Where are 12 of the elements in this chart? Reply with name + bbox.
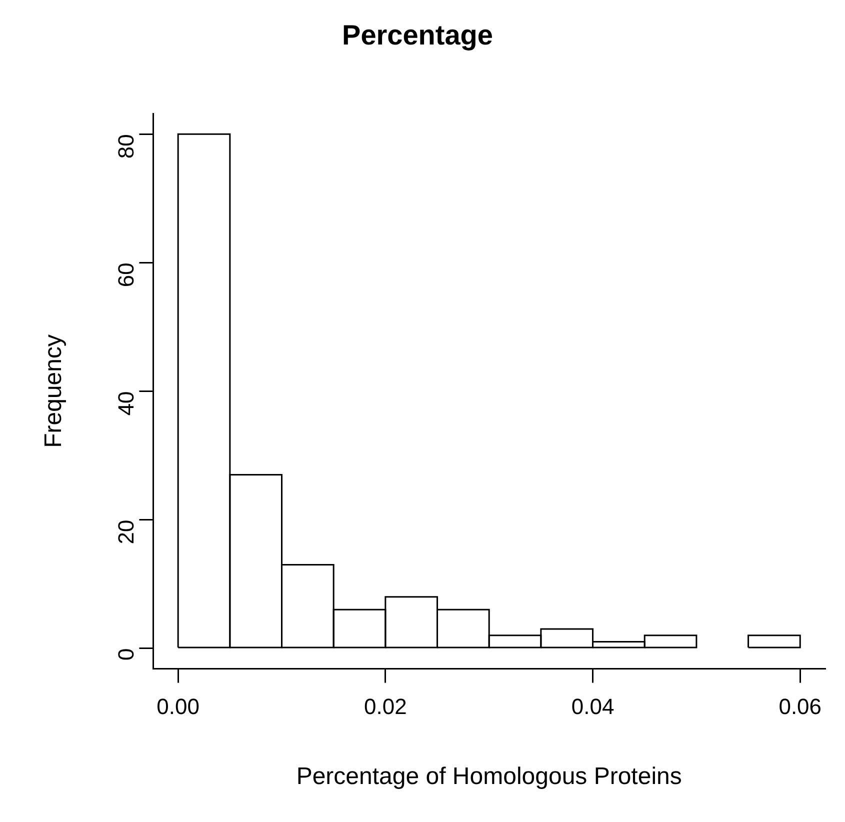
y-tick-label: 40 — [113, 391, 138, 416]
x-tick-label: 0.00 — [156, 694, 200, 720]
x-tick-label: 0.02 — [364, 694, 407, 720]
x-tick-label: 0.06 — [778, 694, 822, 720]
y-axis-title: Frequency — [40, 334, 68, 448]
y-tick-label: 60 — [113, 262, 138, 288]
x-axis-title: Percentage of Homologous Proteins — [296, 763, 682, 790]
y-tick-label: 80 — [113, 134, 138, 159]
y-tick-label: 20 — [113, 520, 138, 544]
y-tick-label: 0 — [113, 648, 138, 660]
chart-title: Percentage — [342, 20, 493, 51]
x-tick-label: 0.04 — [571, 694, 614, 720]
